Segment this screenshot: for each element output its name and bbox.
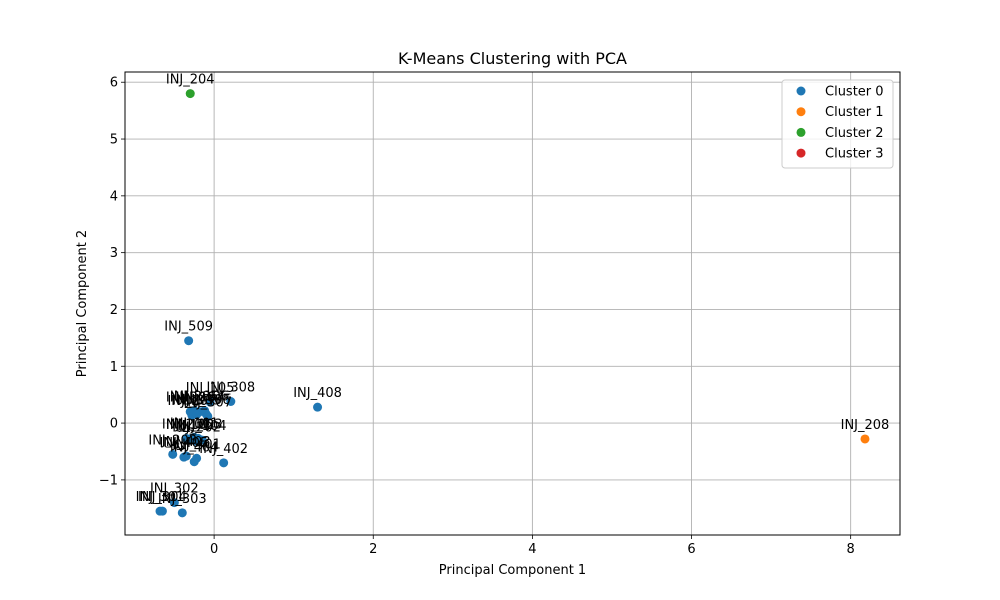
- point-label: INJ_208: [841, 418, 890, 433]
- data-point: [313, 402, 323, 412]
- point-label: INJ_202: [172, 420, 221, 435]
- legend-marker: [796, 86, 806, 96]
- y-tick-label: 5: [110, 133, 118, 148]
- x-tick-label: 2: [369, 542, 377, 557]
- x-axis-label: Principal Component 1: [439, 563, 586, 578]
- data-point: [181, 433, 191, 443]
- data-points: [155, 89, 870, 518]
- data-point: [192, 436, 202, 446]
- data-point: [205, 397, 215, 407]
- grid-lines: [125, 72, 900, 535]
- x-tick-label: 6: [687, 542, 695, 557]
- point-label: INJ_408: [293, 386, 342, 401]
- point-label: INJ_509: [164, 320, 213, 335]
- data-point: [184, 336, 194, 346]
- point-label: INJ_102: [166, 418, 215, 433]
- data-point: [169, 498, 179, 508]
- y-tick-label: 6: [110, 76, 118, 91]
- data-point: [226, 396, 236, 406]
- y-tick-label: 0: [110, 417, 118, 432]
- y-tick-label: 4: [110, 189, 118, 204]
- point-label: INJ_308: [206, 380, 255, 395]
- y-tick-label: −1: [99, 473, 118, 488]
- point-label: INJ_107: [175, 391, 224, 406]
- point-label: INJ_205: [170, 390, 219, 405]
- point-label: INJ_301: [136, 490, 185, 505]
- data-point: [860, 434, 870, 444]
- data-point: [192, 410, 202, 420]
- point-label: INJ_306: [182, 393, 231, 408]
- y-axis-label: Principal Component 2: [75, 230, 90, 377]
- x-tick-label: 0: [210, 542, 218, 557]
- point-label: INJ_201: [162, 417, 211, 432]
- legend-marker: [796, 127, 806, 137]
- plot-frame: [124, 71, 901, 536]
- data-point: [203, 411, 213, 421]
- y-tick-label: 1: [110, 360, 118, 375]
- point-label: INJ_303: [158, 492, 207, 507]
- point-label: INJ_101: [170, 416, 219, 431]
- point-label: INJ_402: [199, 442, 248, 457]
- y-tick-label: 2: [110, 303, 118, 318]
- point-label: INJ_203: [148, 433, 197, 448]
- point-label: INJ_105: [186, 381, 235, 396]
- point-label: INJ_305: [172, 394, 221, 409]
- data-point: [185, 89, 195, 99]
- chart-title: K-Means Clustering with PCA: [398, 49, 627, 68]
- point-label: INJ_206: [166, 391, 215, 406]
- point-labels: INJ_509INJ_408INJ_308INJ_105INJ_106INJ_1…: [136, 73, 890, 507]
- data-point: [179, 452, 189, 462]
- y-tick-label: 3: [110, 246, 118, 261]
- point-label: INJ_302: [150, 482, 199, 497]
- y-axis-ticks: −1 0 1 2 3 4 5 6: [99, 76, 125, 488]
- legend-marker: [796, 148, 806, 158]
- legend-label: Cluster 1: [825, 105, 884, 120]
- point-label: INJ_103: [174, 417, 223, 432]
- point-label: INJ_404: [170, 441, 219, 456]
- point-label: INJ_204: [166, 73, 215, 88]
- point-label: INJ_106: [180, 390, 229, 405]
- data-point: [177, 508, 187, 518]
- legend-label: Cluster 3: [825, 147, 884, 162]
- data-point: [189, 457, 199, 467]
- legend-label: Cluster 2: [825, 126, 884, 141]
- point-label: INJ_403: [162, 435, 211, 450]
- legend: Cluster 0 Cluster 1 Cluster 2 Cluster 3: [781, 79, 894, 169]
- point-label: INJ_405: [160, 436, 209, 451]
- legend-box: [781, 79, 894, 169]
- point-label: INJ_207: [167, 394, 216, 409]
- point-label: INJ_307: [183, 395, 232, 410]
- point-label: INJ_304: [138, 490, 187, 505]
- data-point: [157, 506, 167, 516]
- x-axis-ticks: 0 2 4 6 8: [210, 535, 855, 557]
- data-point: [219, 458, 229, 468]
- legend-label: Cluster 0: [825, 85, 884, 100]
- data-point: [168, 449, 178, 459]
- legend-marker: [796, 107, 806, 117]
- point-label: INJ_401: [172, 437, 221, 452]
- point-label: INJ_104: [178, 419, 227, 434]
- x-tick-label: 8: [847, 542, 855, 557]
- x-tick-label: 4: [528, 542, 536, 557]
